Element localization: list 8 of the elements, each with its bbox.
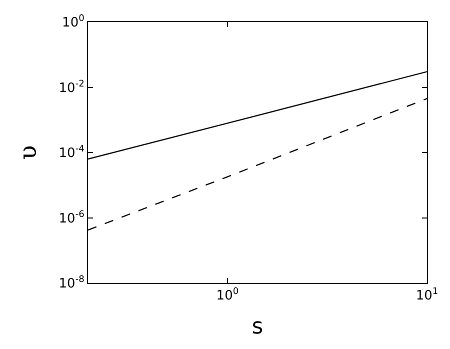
x-tick-label: 10$^{1}$ (416, 287, 438, 304)
y-tick-label: 10$^{-4}$ (58, 144, 85, 162)
y-tick-label: 10$^{-2}$ (58, 79, 84, 96)
y-tick-label: 10$^{0}$ (62, 14, 85, 31)
x-axis-title: s (252, 314, 264, 340)
y-axis-title: υ (14, 145, 42, 160)
y-tick-label: 10$^{-6}$ (58, 210, 85, 226)
y-tick-label: 10$^{-8}$ (58, 275, 85, 292)
